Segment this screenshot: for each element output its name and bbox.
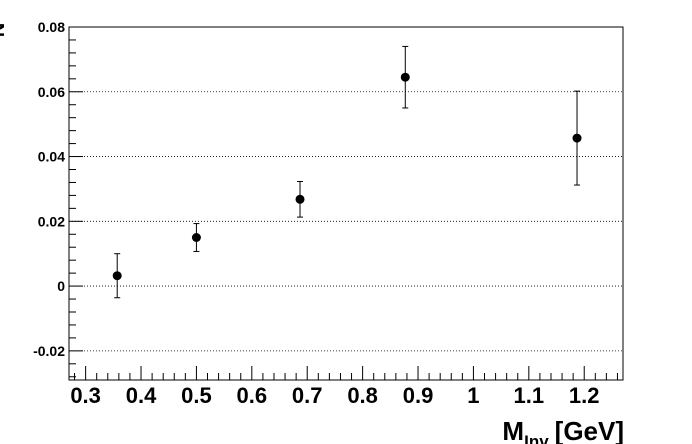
x-tick-label: 1.2: [569, 383, 600, 408]
y-tick-label: -0.02: [33, 343, 65, 359]
data-point: [295, 180, 305, 218]
x-axis-title-main: M: [502, 416, 524, 444]
x-tick-label: 0.8: [347, 383, 378, 408]
axis-ticks: [69, 26, 618, 380]
data-marker: [295, 194, 305, 204]
tick-labels: -0.02 0 0.02 0.04 0.06 0.08 0.3 0.4 0.5 0.6 0.7 0.8…: [33, 19, 599, 408]
data-point: [191, 223, 201, 252]
y-axis-title: N: [0, 23, 9, 37]
y-tick-label: 0.02: [38, 213, 65, 229]
x-tick-label: 0.5: [181, 383, 212, 408]
x-tick-label: 0.9: [403, 383, 434, 408]
y-tick-label: 0.04: [38, 149, 65, 165]
data-marker: [191, 233, 201, 243]
x-tick-label: 0.7: [292, 383, 323, 408]
x-tick-label: 0.4: [126, 383, 157, 408]
x-tick-label: 1.1: [514, 383, 545, 408]
data-marker: [112, 271, 122, 281]
x-tick-label: 1: [467, 383, 479, 408]
grid-lines: [69, 91, 623, 352]
x-tick-label: 0.3: [70, 383, 101, 408]
data-marker: [400, 72, 410, 82]
x-axis-title: MInv [GeV]: [502, 416, 624, 444]
y-tick-label: 0.06: [38, 84, 65, 100]
y-tick-label: 0.08: [38, 19, 65, 35]
x-axis-title-sub: Inv: [524, 432, 549, 444]
y-tick-label: 0: [57, 278, 65, 294]
plot-frame: [68, 26, 624, 381]
data-point: [400, 45, 410, 109]
data-point: [112, 253, 122, 299]
x-axis-title-unit: [GeV]: [555, 416, 624, 444]
data-marker: [572, 133, 582, 143]
data-points: [112, 45, 582, 299]
x-tick-label: 0.6: [237, 383, 268, 408]
data-point: [572, 90, 582, 186]
